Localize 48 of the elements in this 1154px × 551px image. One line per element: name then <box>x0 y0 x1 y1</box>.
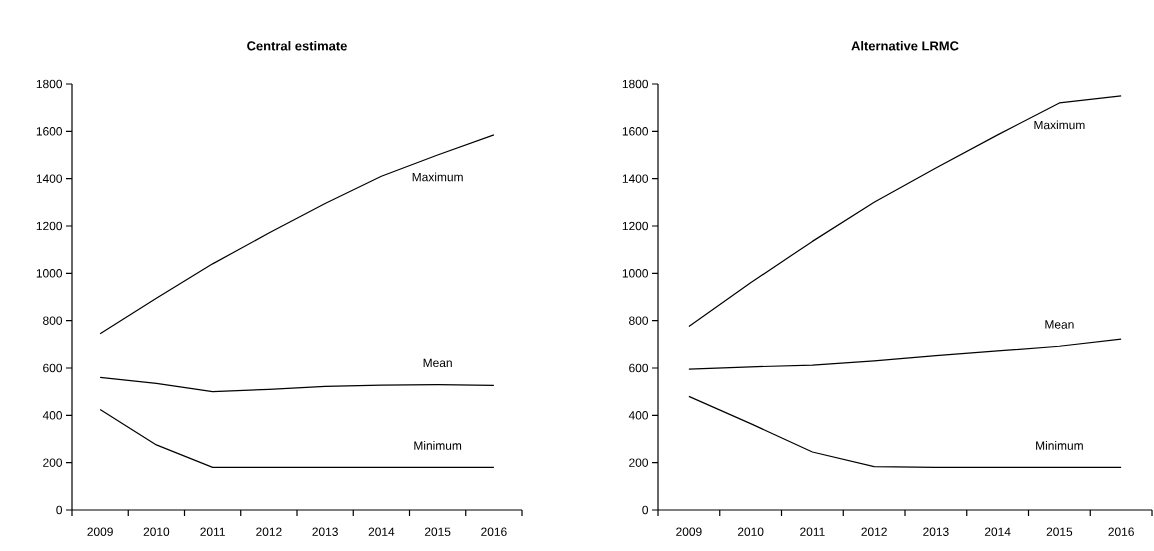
y-tick-label: 1800 <box>622 79 649 89</box>
x-tick-label: 2016 <box>1108 527 1134 536</box>
y-tick-label: 200 <box>629 458 649 467</box>
y-tick-label: 600 <box>43 363 63 373</box>
y-tick-label: 1200 <box>36 221 63 231</box>
series-label: Maximum <box>412 172 463 182</box>
series-label: Minimum <box>1036 441 1083 450</box>
x-tick-label: 2009 <box>87 527 113 536</box>
x-tick-label: 2013 <box>923 527 949 536</box>
x-tick-label: 2012 <box>256 527 282 536</box>
chart-title: Central estimate <box>247 40 347 51</box>
x-tick-label: 2010 <box>143 527 170 536</box>
y-tick-label: 200 <box>43 458 63 467</box>
series-label: Maximum <box>1034 120 1085 130</box>
y-tick-label: 0 <box>642 505 649 515</box>
line-series <box>99 134 495 335</box>
y-tick-label: 400 <box>42 411 63 420</box>
x-tick-label: 2010 <box>737 527 764 536</box>
y-tick-label: 1800 <box>36 79 63 89</box>
series-label: Mean <box>423 358 452 368</box>
y-tick-label: 800 <box>629 316 649 325</box>
x-tick-label: 2011 <box>200 527 225 536</box>
y-tick-label: 1400 <box>622 174 649 183</box>
series-label: Minimum <box>414 441 462 450</box>
y-tick-label: 0 <box>56 505 63 515</box>
series-label: Mean <box>1045 320 1074 329</box>
y-tick-label: 1600 <box>36 127 63 136</box>
line-series <box>99 376 495 393</box>
y-tick-label: 800 <box>43 316 63 325</box>
x-tick-label: 2011 <box>800 527 825 536</box>
x-tick-label: 2012 <box>861 527 887 536</box>
x-tick-label: 2015 <box>424 527 451 536</box>
y-tick-label: 1200 <box>622 221 649 231</box>
y-tick-label: 1400 <box>36 174 63 183</box>
y-tick-label: 1000 <box>36 269 63 278</box>
y-tick-label: 1600 <box>622 127 649 136</box>
y-tick-label: 600 <box>629 363 649 373</box>
chart-title: Alternative LRMC <box>851 40 959 51</box>
line-series <box>688 338 1122 370</box>
x-tick-label: 2016 <box>481 527 507 536</box>
x-tick-label: 2015 <box>1046 527 1073 536</box>
y-tick-label: 1000 <box>622 269 649 278</box>
x-tick-label: 2014 <box>984 527 1011 536</box>
x-tick-label: 2013 <box>312 527 338 536</box>
x-tick-label: 2009 <box>676 527 702 536</box>
line-series <box>688 95 1122 328</box>
x-tick-label: 2014 <box>368 527 395 536</box>
y-tick-label: 400 <box>628 411 649 420</box>
